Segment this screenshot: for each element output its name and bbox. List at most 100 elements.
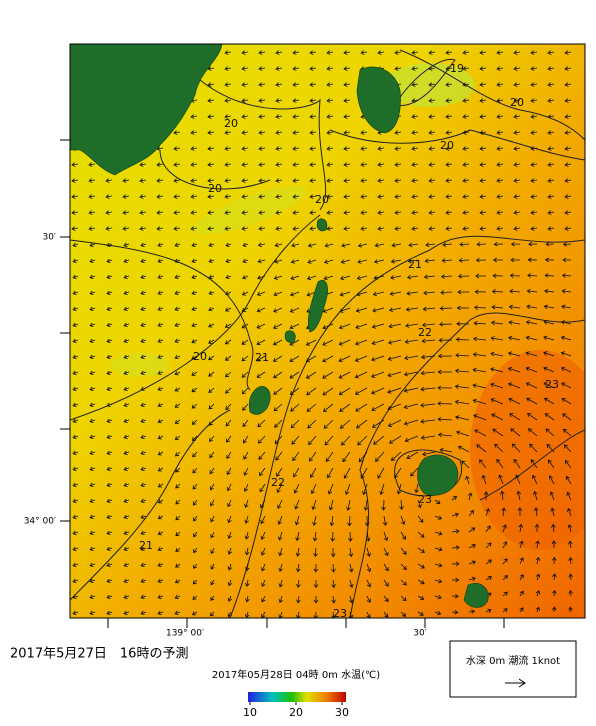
current-arrow xyxy=(275,82,283,87)
current-arrow xyxy=(140,498,147,504)
current-arrow xyxy=(387,403,402,411)
current-arrow xyxy=(276,467,283,477)
current-arrow xyxy=(406,290,419,296)
current-arrow xyxy=(343,114,351,119)
current-arrow xyxy=(534,523,540,533)
current-arrow xyxy=(89,546,96,552)
current-arrow xyxy=(343,162,351,167)
current-arrow xyxy=(525,351,538,357)
current-arrow xyxy=(260,531,266,541)
current-arrow xyxy=(396,483,402,495)
current-arrow xyxy=(485,576,493,581)
current-arrow xyxy=(377,467,385,479)
current-arrow xyxy=(529,443,538,453)
current-arrow xyxy=(360,130,368,135)
current-arrow xyxy=(425,242,436,248)
current-arrow xyxy=(106,578,113,584)
current-arrow xyxy=(387,419,402,427)
current-arrow xyxy=(339,419,351,429)
current-arrow xyxy=(224,178,232,183)
current-arrow xyxy=(348,547,354,558)
current-arrow xyxy=(210,515,215,523)
current-arrow xyxy=(440,290,453,295)
current-arrow xyxy=(547,178,555,183)
current-arrow xyxy=(276,483,283,493)
current-arrow xyxy=(275,98,283,103)
current-arrow xyxy=(89,322,96,328)
current-arrow xyxy=(420,402,436,408)
current-arrow xyxy=(326,210,334,215)
current-arrow xyxy=(451,561,460,567)
current-arrow xyxy=(305,339,317,346)
current-arrow xyxy=(257,242,266,248)
current-arrow xyxy=(191,274,198,280)
current-arrow xyxy=(72,418,79,424)
current-arrow xyxy=(241,178,249,183)
current-arrow xyxy=(224,323,232,328)
current-arrow xyxy=(312,531,318,542)
current-arrow xyxy=(330,547,336,558)
current-arrow xyxy=(479,178,487,183)
current-arrow xyxy=(423,274,436,280)
current-arrow xyxy=(422,451,436,457)
current-arrow xyxy=(567,507,572,517)
current-arrow xyxy=(394,194,402,199)
lon-label: 30′ xyxy=(413,629,427,639)
current-arrow xyxy=(245,579,250,587)
current-arrow xyxy=(358,451,368,463)
current-arrow xyxy=(440,274,453,279)
current-arrow xyxy=(72,370,79,376)
current-arrow xyxy=(89,514,96,520)
current-arrow xyxy=(192,595,198,600)
current-arrow xyxy=(273,371,283,379)
current-arrow xyxy=(513,66,521,71)
current-arrow xyxy=(564,459,572,469)
current-arrow xyxy=(88,194,96,199)
current-arrow xyxy=(72,530,79,536)
current-arrow xyxy=(442,242,453,247)
current-arrow xyxy=(140,306,147,312)
current-arrow xyxy=(88,162,96,167)
current-arrow xyxy=(502,558,508,565)
contour-label: 21 xyxy=(139,539,153,552)
current-arrow xyxy=(311,499,317,511)
current-arrow xyxy=(72,578,79,584)
current-arrow xyxy=(140,546,147,552)
current-arrow xyxy=(547,130,555,135)
current-arrow xyxy=(295,563,301,573)
current-arrow xyxy=(508,304,521,310)
current-arrow xyxy=(564,50,572,55)
current-arrow xyxy=(190,130,198,135)
current-arrow xyxy=(428,50,436,55)
current-arrow xyxy=(209,467,215,475)
current-arrow xyxy=(372,419,385,428)
current-arrow xyxy=(479,98,487,103)
current-arrow xyxy=(157,338,164,344)
current-arrow xyxy=(191,403,198,409)
current-arrow xyxy=(261,579,266,588)
current-arrow xyxy=(340,275,351,281)
current-arrow xyxy=(157,531,164,536)
current-arrow xyxy=(454,399,470,405)
current-arrow xyxy=(530,162,538,167)
current-arrow xyxy=(472,398,487,405)
current-arrow xyxy=(445,146,453,151)
current-arrow xyxy=(411,178,419,183)
current-arrow xyxy=(508,382,521,389)
current-arrow xyxy=(343,66,351,71)
current-arrow xyxy=(535,556,541,565)
contour-line xyxy=(70,239,254,391)
current-arrow xyxy=(123,370,130,376)
current-arrow xyxy=(428,226,436,231)
current-arrow xyxy=(462,162,470,167)
current-arrow xyxy=(360,50,368,55)
current-arrow xyxy=(292,66,300,71)
current-arrow xyxy=(560,351,572,357)
current-arrow xyxy=(322,355,334,363)
current-arrow xyxy=(437,401,453,406)
current-arrow xyxy=(445,194,453,199)
current-arrow xyxy=(256,355,266,362)
current-arrow xyxy=(343,467,351,479)
current-arrow xyxy=(258,146,266,151)
